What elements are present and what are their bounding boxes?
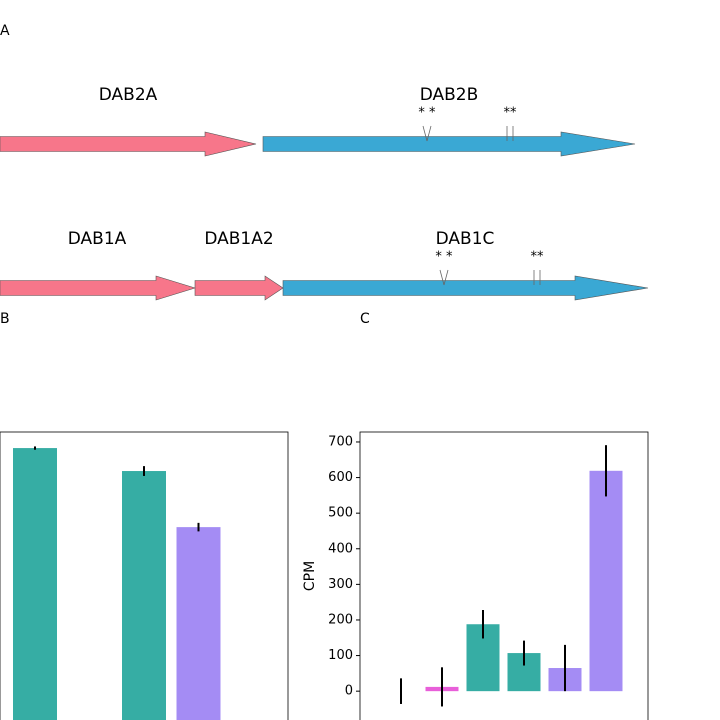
gene-arrow bbox=[0, 131, 257, 157]
y-tick-label: 700 bbox=[328, 434, 353, 449]
y-tick-label: 400 bbox=[328, 541, 353, 556]
gene-arrow bbox=[262, 131, 636, 157]
gene-label: DAB1A2 bbox=[204, 229, 273, 249]
y-tick-label: 0 bbox=[345, 684, 353, 699]
y-tick-label: 200 bbox=[328, 612, 353, 627]
plot-frame bbox=[0, 431, 289, 720]
y-tick-label: 100 bbox=[328, 648, 353, 663]
gene-arrow bbox=[282, 275, 649, 301]
gene-arrow bbox=[0, 275, 197, 301]
gene-label: DAB1A bbox=[68, 229, 127, 249]
bar bbox=[13, 448, 57, 720]
panel-label: A bbox=[0, 23, 10, 39]
plot-frame bbox=[359, 431, 649, 720]
bar bbox=[122, 471, 166, 720]
y-axis-label: CPM bbox=[302, 561, 318, 591]
panel-label: B bbox=[0, 311, 10, 327]
gene-label: DAB1C bbox=[436, 229, 495, 249]
annotation-line bbox=[443, 269, 449, 286]
annotation-line bbox=[439, 269, 445, 286]
gene-label: DAB2B bbox=[420, 85, 479, 105]
y-tick-label: 600 bbox=[328, 470, 353, 485]
y-tick-label: 500 bbox=[328, 506, 353, 521]
annotation: ** bbox=[531, 250, 545, 265]
bar bbox=[176, 527, 221, 720]
annotation-line bbox=[426, 125, 432, 142]
annotation: * * bbox=[435, 250, 453, 265]
gene-label: DAB2A bbox=[99, 85, 158, 105]
bar bbox=[589, 470, 623, 692]
annotation: * * bbox=[418, 106, 436, 121]
annotation-line bbox=[422, 125, 428, 142]
y-tick-label: 300 bbox=[328, 577, 353, 592]
annotation: ** bbox=[504, 106, 518, 121]
panel-label: C bbox=[360, 311, 370, 327]
gene-arrow bbox=[194, 275, 284, 301]
